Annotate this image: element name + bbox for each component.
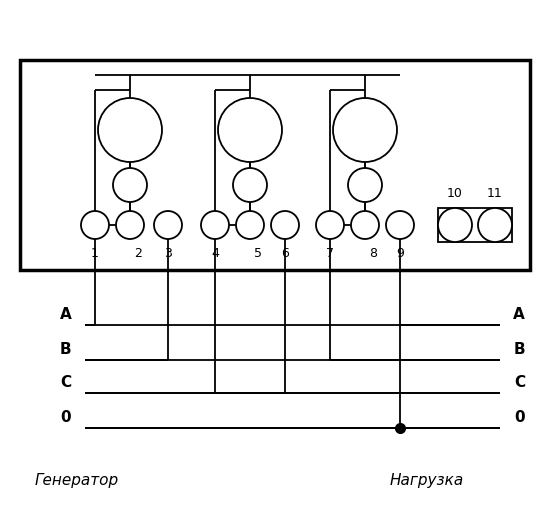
Circle shape bbox=[348, 168, 382, 202]
Text: 11: 11 bbox=[487, 187, 503, 200]
Circle shape bbox=[81, 211, 109, 239]
Circle shape bbox=[236, 211, 264, 239]
Text: B: B bbox=[60, 342, 72, 357]
Text: 1: 1 bbox=[91, 247, 99, 260]
Text: A: A bbox=[513, 307, 525, 322]
Circle shape bbox=[351, 211, 379, 239]
Text: 10: 10 bbox=[447, 187, 463, 200]
Text: 2: 2 bbox=[134, 247, 142, 260]
Text: 0: 0 bbox=[60, 410, 71, 425]
Text: 7: 7 bbox=[326, 247, 334, 260]
Text: 3: 3 bbox=[164, 247, 172, 260]
Bar bbox=[20, 60, 530, 270]
Bar bbox=[438, 208, 512, 242]
Text: Генератор: Генератор bbox=[35, 473, 119, 488]
Circle shape bbox=[113, 168, 147, 202]
Text: 8: 8 bbox=[369, 247, 377, 260]
Text: Нагрузка: Нагрузка bbox=[390, 473, 464, 488]
Circle shape bbox=[386, 211, 414, 239]
Circle shape bbox=[98, 98, 162, 162]
Text: 5: 5 bbox=[254, 247, 262, 260]
Text: 4: 4 bbox=[211, 247, 219, 260]
Circle shape bbox=[154, 211, 182, 239]
Text: B: B bbox=[513, 342, 525, 357]
Circle shape bbox=[218, 98, 282, 162]
Circle shape bbox=[233, 168, 267, 202]
Text: C: C bbox=[60, 375, 71, 390]
Text: 9: 9 bbox=[396, 247, 404, 260]
Text: 6: 6 bbox=[281, 247, 289, 260]
Text: A: A bbox=[60, 307, 72, 322]
Circle shape bbox=[271, 211, 299, 239]
Circle shape bbox=[438, 208, 472, 242]
Text: C: C bbox=[514, 375, 525, 390]
Circle shape bbox=[116, 211, 144, 239]
Circle shape bbox=[316, 211, 344, 239]
Circle shape bbox=[201, 211, 229, 239]
Circle shape bbox=[333, 98, 397, 162]
Circle shape bbox=[478, 208, 512, 242]
Text: 0: 0 bbox=[514, 410, 525, 425]
